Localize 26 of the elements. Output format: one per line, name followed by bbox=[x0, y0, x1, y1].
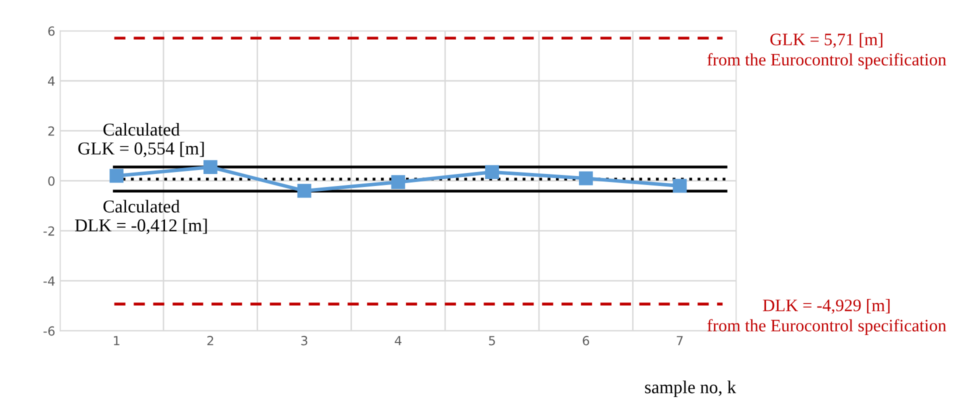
y-tick-label: 0 bbox=[48, 176, 55, 186]
y-tick-label: 4 bbox=[48, 76, 55, 86]
y-tick-label: -4 bbox=[44, 276, 55, 286]
x-axis-title: sample no, k bbox=[645, 380, 736, 397]
point bbox=[672, 178, 687, 193]
x-tick-label: 3 bbox=[301, 336, 308, 346]
point bbox=[578, 171, 593, 186]
ref-line-label: GLK = 5,71 [m] from the Eurocontrol specification bbox=[707, 33, 946, 70]
point bbox=[297, 184, 312, 198]
y-tick-label: -2 bbox=[44, 226, 54, 236]
point bbox=[203, 160, 218, 174]
x-tick-label: 6 bbox=[582, 336, 590, 346]
y-tick-label: 2 bbox=[48, 126, 54, 136]
x-tick-label: 1 bbox=[114, 336, 120, 346]
x-tick-label: 7 bbox=[676, 336, 683, 346]
x-tick-label: 2 bbox=[207, 336, 214, 346]
point bbox=[391, 175, 406, 190]
x-tick-label: 5 bbox=[489, 336, 495, 346]
x-tick-label: 4 bbox=[394, 336, 402, 346]
point bbox=[485, 165, 499, 180]
y-tick-label: 6 bbox=[48, 26, 55, 36]
point bbox=[110, 168, 124, 183]
ref-line-label: DLK = -4,929 [m] from the Eurocontrol specification bbox=[707, 299, 946, 335]
y-tick-label: -6 bbox=[44, 326, 55, 336]
ref-line-label: Calculated DLK = -0,412 [m] bbox=[75, 200, 207, 234]
ref-line-label: Calculated GLK = 0,554 [m] bbox=[78, 123, 204, 158]
